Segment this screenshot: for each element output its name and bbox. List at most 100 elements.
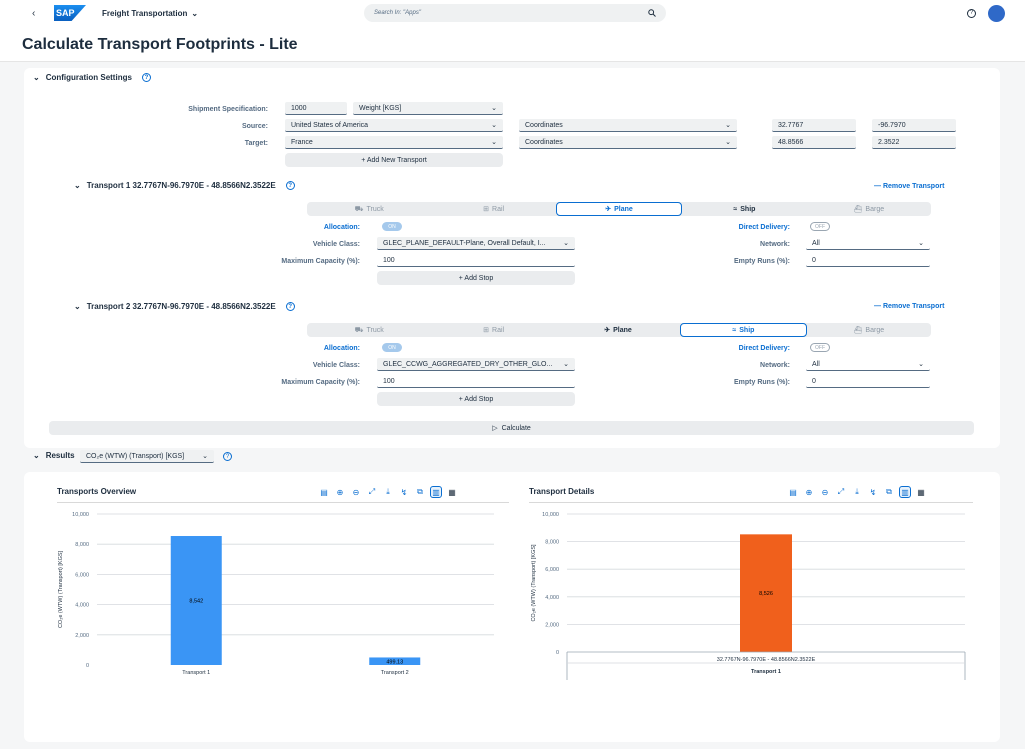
chevron-down-icon: ⌄: [918, 240, 924, 247]
mode-plane[interactable]: ✈ Plane: [555, 202, 683, 216]
transport-1-header[interactable]: ⌄ Transport 1 32.7767N-96.7970E - 48.856…: [74, 181, 295, 190]
direct-delivery-toggle[interactable]: OFF: [810, 343, 830, 352]
fullscreen-icon[interactable]: ⤢: [837, 487, 845, 496]
network-select[interactable]: All ⌄: [806, 358, 930, 371]
y-axis-label: CO₂e (WTW) (Transport) [KGS]: [58, 550, 64, 628]
source-longitude-input[interactable]: -96.7970: [872, 119, 956, 132]
direct-delivery-toggle[interactable]: OFF: [810, 222, 830, 231]
copy-icon[interactable]: ⧉: [417, 487, 423, 496]
transport-2-mode-selector[interactable]: ⛟ Truck ⊞ Rail ✈ Plane ≈ Ship ⛴ Barge: [307, 323, 931, 337]
legend-icon[interactable]: ▤: [789, 487, 797, 497]
app-title: Freight Transportation: [102, 9, 188, 18]
chevron-down-icon: ⌄: [563, 361, 569, 368]
configuration-header[interactable]: ⌄ Configuration Settings ?: [33, 73, 151, 82]
results-metric-value: CO₂e (WTW) (Transport) [KGS]: [86, 452, 185, 460]
chart-settings-icon[interactable]: ↯: [869, 487, 877, 497]
source-country-select[interactable]: United States of America ⌄: [285, 119, 503, 132]
network-select[interactable]: All ⌄: [806, 237, 930, 250]
plane-icon: ✈: [604, 327, 611, 334]
source-latitude-input[interactable]: 32.7767: [772, 119, 856, 132]
mode-rail[interactable]: ⊞ Rail: [431, 323, 555, 337]
x-group-label: Transport 1: [751, 669, 781, 675]
max-capacity-input[interactable]: 100: [377, 375, 575, 388]
transport-2-header[interactable]: ⌄ Transport 2 32.7767N-96.7970E - 48.856…: [74, 302, 295, 311]
help-icon[interactable]: ?: [967, 9, 976, 18]
add-stop-button[interactable]: + Add Stop: [377, 392, 575, 406]
back-icon[interactable]: ‹: [32, 8, 36, 19]
mode-rail[interactable]: ⊞ Rail: [431, 202, 555, 216]
copy-icon[interactable]: ⧉: [886, 487, 892, 496]
results-header[interactable]: ⌄ Results: [33, 451, 75, 460]
results-metric-select[interactable]: CO₂e (WTW) (Transport) [KGS] ⌄: [80, 450, 214, 463]
table-view-icon[interactable]: ▦: [448, 487, 456, 497]
legend-icon[interactable]: ▤: [320, 487, 328, 497]
add-new-transport-button[interactable]: + Add New Transport: [285, 153, 503, 167]
transport-2-title: Transport 2 32.7767N-96.7970E - 48.8566N…: [86, 302, 276, 311]
calculate-button[interactable]: ▷ Calculate: [49, 421, 974, 435]
download-icon[interactable]: ⤓: [386, 487, 390, 496]
chevron-down-icon[interactable]: ⌄: [74, 181, 81, 190]
max-capacity-input[interactable]: 100: [377, 254, 575, 267]
mode-label: Rail: [492, 205, 505, 213]
vehicle-class-select[interactable]: GLEC_PLANE_DEFAULT-Plane, Overall Defaul…: [377, 237, 575, 250]
y-axis-label: CO₂e (WTW) (Transport) [KGS]: [531, 544, 537, 622]
avatar[interactable]: [988, 5, 1005, 22]
mode-truck[interactable]: ⛟ Truck: [307, 323, 431, 337]
add-stop-button[interactable]: + Add Stop: [377, 271, 575, 285]
remove-transport-1-button[interactable]: — Remove Transport: [874, 183, 945, 190]
mode-label: Rail: [492, 326, 505, 334]
chevron-down-icon[interactable]: ⌄: [33, 73, 40, 82]
bar: [369, 657, 421, 665]
target-latitude-input[interactable]: 48.8566: [772, 136, 856, 149]
remove-transport-2-button[interactable]: — Remove Transport: [874, 303, 945, 310]
mode-plane[interactable]: ✈ Plane: [556, 323, 680, 337]
chart-view-icon[interactable]: ▥: [899, 486, 911, 498]
mode-label: Truck: [366, 205, 384, 213]
mode-truck[interactable]: ⛟ Truck: [307, 202, 431, 216]
help-icon[interactable]: ?: [223, 452, 232, 461]
fullscreen-icon[interactable]: ⤢: [368, 487, 376, 496]
transport-1-mode-selector[interactable]: ⛟ Truck ⊞ Rail ✈ Plane ≈ Ship ⛴ Barge: [307, 202, 931, 216]
zoom-in-icon[interactable]: ⊕: [336, 487, 344, 497]
shipment-quantity-input[interactable]: 1000: [285, 102, 347, 115]
transports-overview-chart: 0 2,000 4,000 6,000 8,000 10,000 CO₂e (WTW) (T…: [58, 512, 494, 676]
empty-runs-input[interactable]: 0: [806, 254, 930, 267]
help-icon[interactable]: ?: [285, 181, 295, 190]
mode-barge[interactable]: ⛴ Barge: [807, 323, 931, 337]
y-tick-label: 10,000: [72, 512, 89, 518]
table-view-icon[interactable]: ▦: [917, 487, 925, 497]
target-country-value: France: [291, 138, 313, 146]
y-tick-label: 2,000: [75, 633, 89, 639]
mode-ship[interactable]: ≈ Ship: [682, 202, 806, 216]
y-tick-label: 8,000: [545, 540, 559, 546]
allocation-toggle[interactable]: ON: [382, 343, 402, 352]
help-icon[interactable]: ?: [285, 302, 295, 311]
source-type-select[interactable]: Coordinates ⌄: [519, 119, 737, 132]
empty-runs-input[interactable]: 0: [806, 375, 930, 388]
sap-logo[interactable]: SAP: [54, 5, 86, 21]
mode-ship[interactable]: ≈ Ship: [680, 323, 807, 337]
chart-settings-icon[interactable]: ↯: [400, 487, 408, 497]
target-country-select[interactable]: France ⌄: [285, 136, 503, 149]
shipment-unit-select[interactable]: Weight [KGS] ⌄: [353, 102, 503, 115]
help-icon[interactable]: ?: [141, 73, 151, 82]
vehicle-class-select[interactable]: GLEC_CCWG_AGGREGATED_DRY_OTHER_GLO... ⌄: [377, 358, 575, 371]
chevron-down-icon: ⌄: [725, 122, 731, 129]
search-input[interactable]: Search In: "Apps": [364, 4, 666, 22]
target-type-select[interactable]: Coordinates ⌄: [519, 136, 737, 149]
chart-view-icon[interactable]: ▥: [430, 486, 442, 498]
mode-barge[interactable]: ⛴ Barge: [807, 202, 931, 216]
app-title-menu[interactable]: Freight Transportation ⌄: [102, 9, 198, 18]
download-icon[interactable]: ⤓: [855, 487, 859, 496]
search-icon[interactable]: [648, 9, 656, 17]
zoom-out-icon[interactable]: ⊖: [821, 487, 829, 497]
chevron-down-icon[interactable]: ⌄: [33, 451, 40, 460]
chevron-down-icon[interactable]: ⌄: [74, 302, 81, 311]
bar: [740, 534, 792, 652]
y-tick-label: 6,000: [545, 567, 559, 573]
zoom-out-icon[interactable]: ⊖: [352, 487, 360, 497]
target-longitude-input[interactable]: 2.3522: [872, 136, 956, 149]
allocation-toggle[interactable]: ON: [382, 222, 402, 231]
zoom-in-icon[interactable]: ⊕: [805, 487, 813, 497]
mode-label: Plane: [614, 205, 633, 213]
